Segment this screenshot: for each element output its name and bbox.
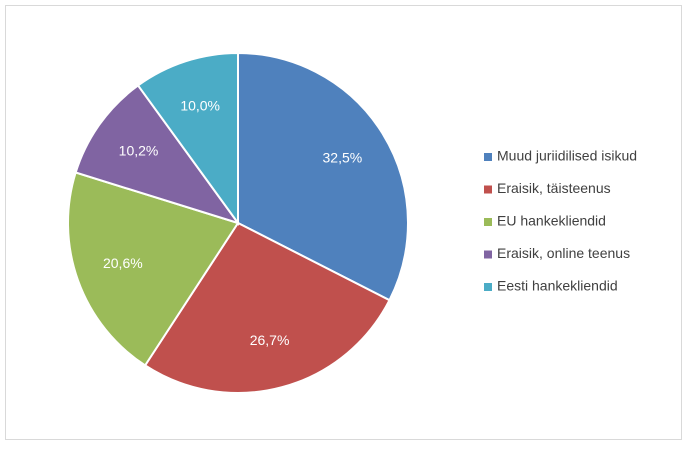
data-label: 10,0% bbox=[180, 97, 220, 113]
legend-entry: Muud juriidilised isikud bbox=[497, 148, 637, 164]
legend-swatch bbox=[484, 153, 492, 161]
legend-entry: EU hankekliendid bbox=[497, 213, 606, 229]
data-label: 26,7% bbox=[250, 332, 290, 348]
legend-swatch bbox=[484, 283, 492, 291]
legend-swatch bbox=[484, 218, 492, 226]
legend-entry: Eesti hankekliendid bbox=[497, 278, 618, 294]
legend-swatch bbox=[484, 185, 492, 194]
pie-slice bbox=[136, 51, 239, 227]
data-label: 32,5% bbox=[323, 150, 363, 166]
legend-swatch bbox=[484, 250, 492, 259]
pie-slice bbox=[74, 84, 241, 225]
pie-slice bbox=[237, 51, 409, 302]
pie-slice bbox=[67, 171, 240, 367]
pie-slice bbox=[143, 221, 391, 394]
legend-entry: Eraisik, täisteenus bbox=[497, 180, 611, 196]
legend-entry: Eraisik, online teenus bbox=[497, 245, 630, 261]
data-label: 20,6% bbox=[103, 255, 143, 271]
data-label: 10,2% bbox=[119, 142, 159, 158]
